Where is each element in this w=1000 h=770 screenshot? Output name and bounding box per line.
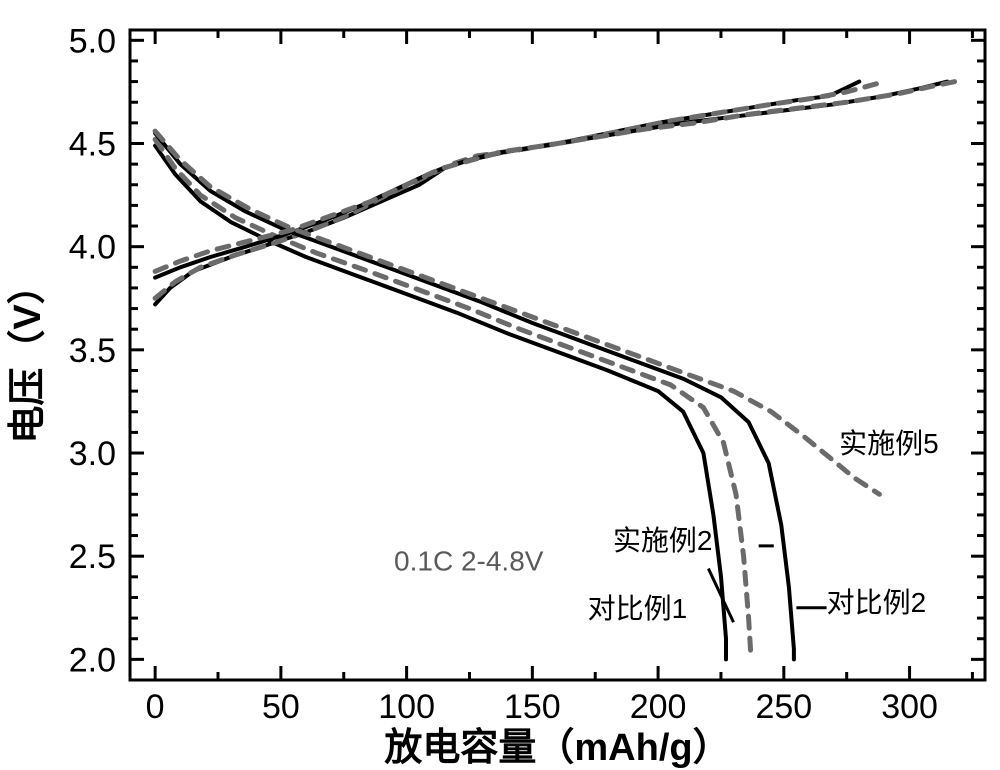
label-comparative-2: 对比例2 xyxy=(827,587,927,618)
x-tick-label: 0 xyxy=(146,688,165,726)
x-tick-label: 250 xyxy=(755,688,812,726)
x-tick-label: 200 xyxy=(630,688,687,726)
x-tick-label: 150 xyxy=(504,688,561,726)
x-tick-label: 100 xyxy=(378,688,435,726)
y-tick-label: 4.5 xyxy=(69,125,116,163)
y-tick-label: 3.5 xyxy=(69,332,116,370)
x-axis-label: 放电容量（mAh/g） xyxy=(384,727,730,769)
y-tick-label: 5.0 xyxy=(69,22,116,60)
y-tick-label: 3.0 xyxy=(69,435,116,473)
y-tick-label: 4.0 xyxy=(69,229,116,267)
label-example-5: 实施例5 xyxy=(839,428,939,459)
label-example-2: 实施例2 xyxy=(613,525,713,556)
x-tick-label: 50 xyxy=(262,688,300,726)
y-tick-label: 2.5 xyxy=(69,538,116,576)
chart-root: 0 50 100 150 200 250 300 放电容量（mAh/g） 2.0 2.5 3.0 3.… xyxy=(0,0,1000,770)
x-tick-label: 300 xyxy=(881,688,938,726)
chart-svg: 0 50 100 150 200 250 300 放电容量（mAh/g） 2.0 2.5 3.0 3.… xyxy=(0,0,1000,770)
y-axis-label: 电压（V） xyxy=(7,266,49,443)
y-tick-label: 2.0 xyxy=(69,641,116,679)
label-comparative-1: 对比例1 xyxy=(588,593,688,624)
condition-text: 0.1C 2-4.8V xyxy=(394,546,544,577)
